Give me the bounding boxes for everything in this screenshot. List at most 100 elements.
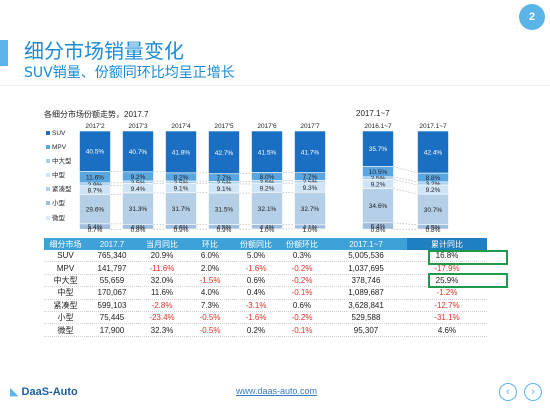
table-cell: 17,900 — [87, 323, 137, 337]
connector-line — [393, 166, 418, 174]
legend-label: 小型 — [52, 198, 66, 207]
bar-segment — [165, 192, 197, 225]
table-cell: -0.2% — [279, 311, 325, 325]
bar-segment — [208, 130, 240, 175]
data-label: 31.7% — [172, 206, 191, 213]
table-cell: -31.1% — [407, 311, 487, 325]
data-label: 0.8% — [371, 227, 386, 234]
table-cell: -2.8% — [137, 299, 187, 312]
table-cell: -0.5% — [187, 323, 233, 337]
connector-line — [393, 222, 418, 225]
table-cell: 4.0% — [187, 286, 233, 300]
legend-label: MPV — [52, 144, 67, 151]
table-cell: -0.1% — [279, 323, 325, 337]
data-label: 11.6% — [86, 175, 104, 182]
table-row: 小型 75,445 -23.4% -0.5% -1.6% -0.2% 529,5… — [44, 311, 487, 325]
table-cell: 20.9% — [137, 250, 187, 263]
legend-swatch — [46, 201, 50, 205]
bar-segment — [122, 228, 154, 231]
table-cell: -0.2% — [279, 274, 325, 288]
chevron-right-icon: › — [531, 386, 535, 398]
legend-swatch — [46, 173, 50, 177]
table-cell: 微型 — [44, 323, 87, 337]
bar-segment — [294, 130, 326, 174]
col-header-share-yoy: 份额同比 — [233, 238, 279, 250]
data-label: 42.4% — [424, 150, 443, 157]
category-label: 2017'7 — [300, 123, 320, 130]
bar-segment — [208, 228, 240, 231]
table-cell: 0.6% — [233, 274, 279, 288]
table-cell: 11.6% — [137, 286, 187, 300]
data-label: 6.4% — [371, 224, 386, 231]
bar-segment — [122, 192, 154, 225]
category-label: 2017.1~7 — [419, 123, 447, 130]
table-cell: 5,005,536 — [325, 250, 407, 263]
data-label: 7.7% — [217, 175, 232, 182]
bar-segment — [251, 228, 283, 231]
table-cell: -0.1% — [279, 286, 325, 300]
table-cell: 1,089,687 — [325, 286, 407, 300]
connector-line — [393, 176, 418, 183]
table-cell: 中大型 — [44, 274, 87, 288]
next-page-button[interactable]: › — [524, 383, 542, 401]
data-label: 0.7% — [88, 227, 103, 234]
table-cell: -11.6% — [137, 261, 187, 275]
table-cell: 7.3% — [187, 299, 233, 312]
footer-url-link[interactable]: www.daas-auto.com — [236, 386, 318, 396]
legend-label: 紧凑型 — [52, 184, 72, 193]
data-label: 8.0% — [260, 174, 275, 181]
page-title: 细分市场销量变化 — [24, 39, 184, 63]
table-cell: SUV — [44, 250, 87, 263]
table-cell: 75,445 — [87, 311, 137, 325]
legend-label: SUV — [52, 130, 66, 137]
data-label: 0.8% — [426, 227, 441, 234]
data-label: 40.7% — [129, 149, 148, 156]
data-label: 41.8% — [172, 149, 191, 156]
bar-segment — [251, 192, 283, 225]
data-label: 30.7% — [424, 207, 443, 214]
table-cell: 3,628,841 — [325, 299, 407, 312]
data-label: 0.9% — [174, 227, 189, 234]
data-label: 8.8% — [426, 175, 441, 182]
data-label: 9.2% — [260, 185, 275, 192]
data-label: 35.7% — [369, 146, 388, 153]
data-label: 2.9% — [88, 182, 103, 189]
page-number-badge: 2 — [519, 4, 545, 30]
table-cell: 小型 — [44, 311, 87, 325]
data-label: 32.7% — [301, 206, 320, 213]
table-cell: 95,307 — [325, 323, 407, 337]
highlight-box-large — [428, 273, 508, 288]
table-cell: 765,340 — [87, 250, 137, 263]
legend-swatch — [46, 159, 50, 163]
data-label: 8.7% — [88, 188, 103, 195]
prev-page-button[interactable]: ‹ — [499, 383, 517, 401]
data-label: 41.5% — [258, 149, 277, 156]
legend-swatch — [46, 187, 50, 191]
table-cell: 6.0% — [187, 250, 233, 263]
table-row: 紧凑型 599,103 -2.8% 7.3% -3.1% 0.6% 3,628,… — [44, 299, 487, 312]
segment-sales-table: 细分市场 2017.7 当月同比 环比 份额同比 份额环比 2017.1~7 累… — [44, 238, 487, 337]
bar-segment — [79, 229, 111, 231]
table-cell: 599,103 — [87, 299, 137, 312]
category-label: 2017'5 — [214, 123, 234, 130]
col-header-segment: 细分市场 — [44, 238, 87, 250]
table-cell: 紧凑型 — [44, 299, 87, 312]
table-row: 中大型 55,659 32.0% -1.5% 0.6% -0.2% 378,74… — [44, 274, 487, 288]
table-cell: 中型 — [44, 286, 87, 300]
table-cell: 170,067 — [87, 286, 137, 300]
table-cell: -1.6% — [233, 311, 279, 325]
chart-title: 各细分市场份额走势，2017.7 — [44, 110, 149, 119]
title-accent-bar — [0, 40, 8, 66]
table-header-row: 细分市场 2017.7 当月同比 环比 份额同比 份额环比 2017.1~7 累… — [44, 238, 487, 250]
bar-segment — [417, 228, 449, 231]
table-cell: -3.1% — [233, 299, 279, 312]
data-label: 0.9% — [217, 227, 232, 234]
bar-segment — [294, 191, 326, 226]
table-cell: 378,746 — [325, 274, 407, 288]
data-label: 4.6% — [174, 224, 189, 231]
data-label: 4.5% — [426, 224, 441, 231]
legend-label: 中型 — [52, 170, 66, 179]
connector-line — [393, 188, 418, 195]
legend-swatch — [46, 131, 50, 135]
table-cell: MPV — [44, 261, 87, 275]
